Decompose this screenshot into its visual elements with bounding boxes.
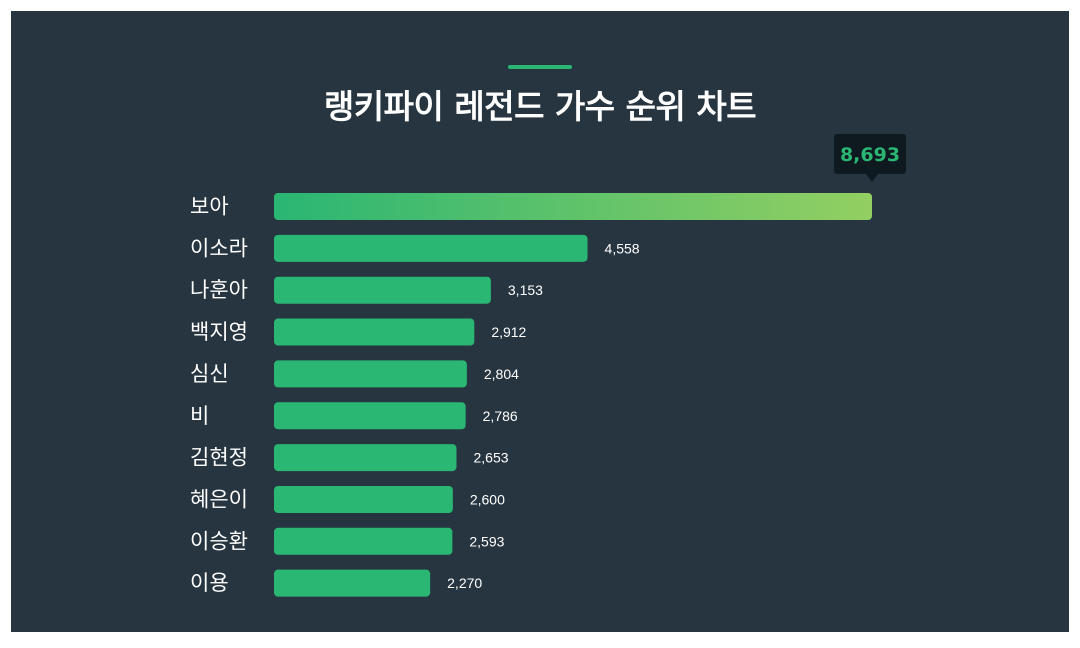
bar [274, 318, 475, 346]
value-label: 3,153 [508, 282, 543, 298]
bar [274, 360, 467, 388]
category-label: 백지영 [190, 320, 248, 344]
value-label: 8,693 [840, 144, 900, 166]
title-accent-line [508, 65, 572, 69]
category-label: 이승환 [190, 529, 248, 553]
value-label: 2,804 [484, 366, 519, 382]
bar [274, 234, 588, 262]
bar [274, 444, 457, 472]
category-label: 보아 [190, 195, 229, 219]
category-label: 나훈아 [190, 278, 248, 302]
chart-panel: 랭키파이 레전드 가수 순위 차트 보아 8,693 이소라 4,558 나훈아 3,15… [11, 11, 1069, 632]
category-label: 비 [190, 404, 209, 428]
value-label: 2,593 [469, 533, 504, 549]
value-label: 2,912 [491, 324, 526, 340]
value-callout-pointer [866, 174, 878, 182]
bar-chart: 보아 8,693 이소라 4,558 나훈아 3,153 백지영 2,912 심신 2,804 비 2… [190, 134, 906, 597]
category-label: 혜은이 [190, 487, 248, 511]
bar [274, 193, 872, 220]
category-label: 이용 [190, 571, 229, 595]
value-label: 2,270 [447, 575, 482, 591]
value-label: 2,786 [483, 408, 518, 424]
value-label: 2,600 [470, 491, 505, 507]
category-label: 이소라 [190, 236, 248, 260]
category-label: 김현정 [190, 446, 248, 470]
bar [274, 276, 491, 304]
value-label: 2,653 [474, 450, 509, 466]
bar [274, 402, 466, 430]
chart-title: 랭키파이 레전드 가수 순위 차트 [323, 87, 757, 126]
value-callout [834, 134, 906, 174]
category-label: 심신 [190, 362, 229, 386]
bar [274, 485, 453, 513]
value-label: 4,558 [605, 240, 640, 256]
bar [274, 569, 431, 597]
bar [274, 527, 453, 555]
